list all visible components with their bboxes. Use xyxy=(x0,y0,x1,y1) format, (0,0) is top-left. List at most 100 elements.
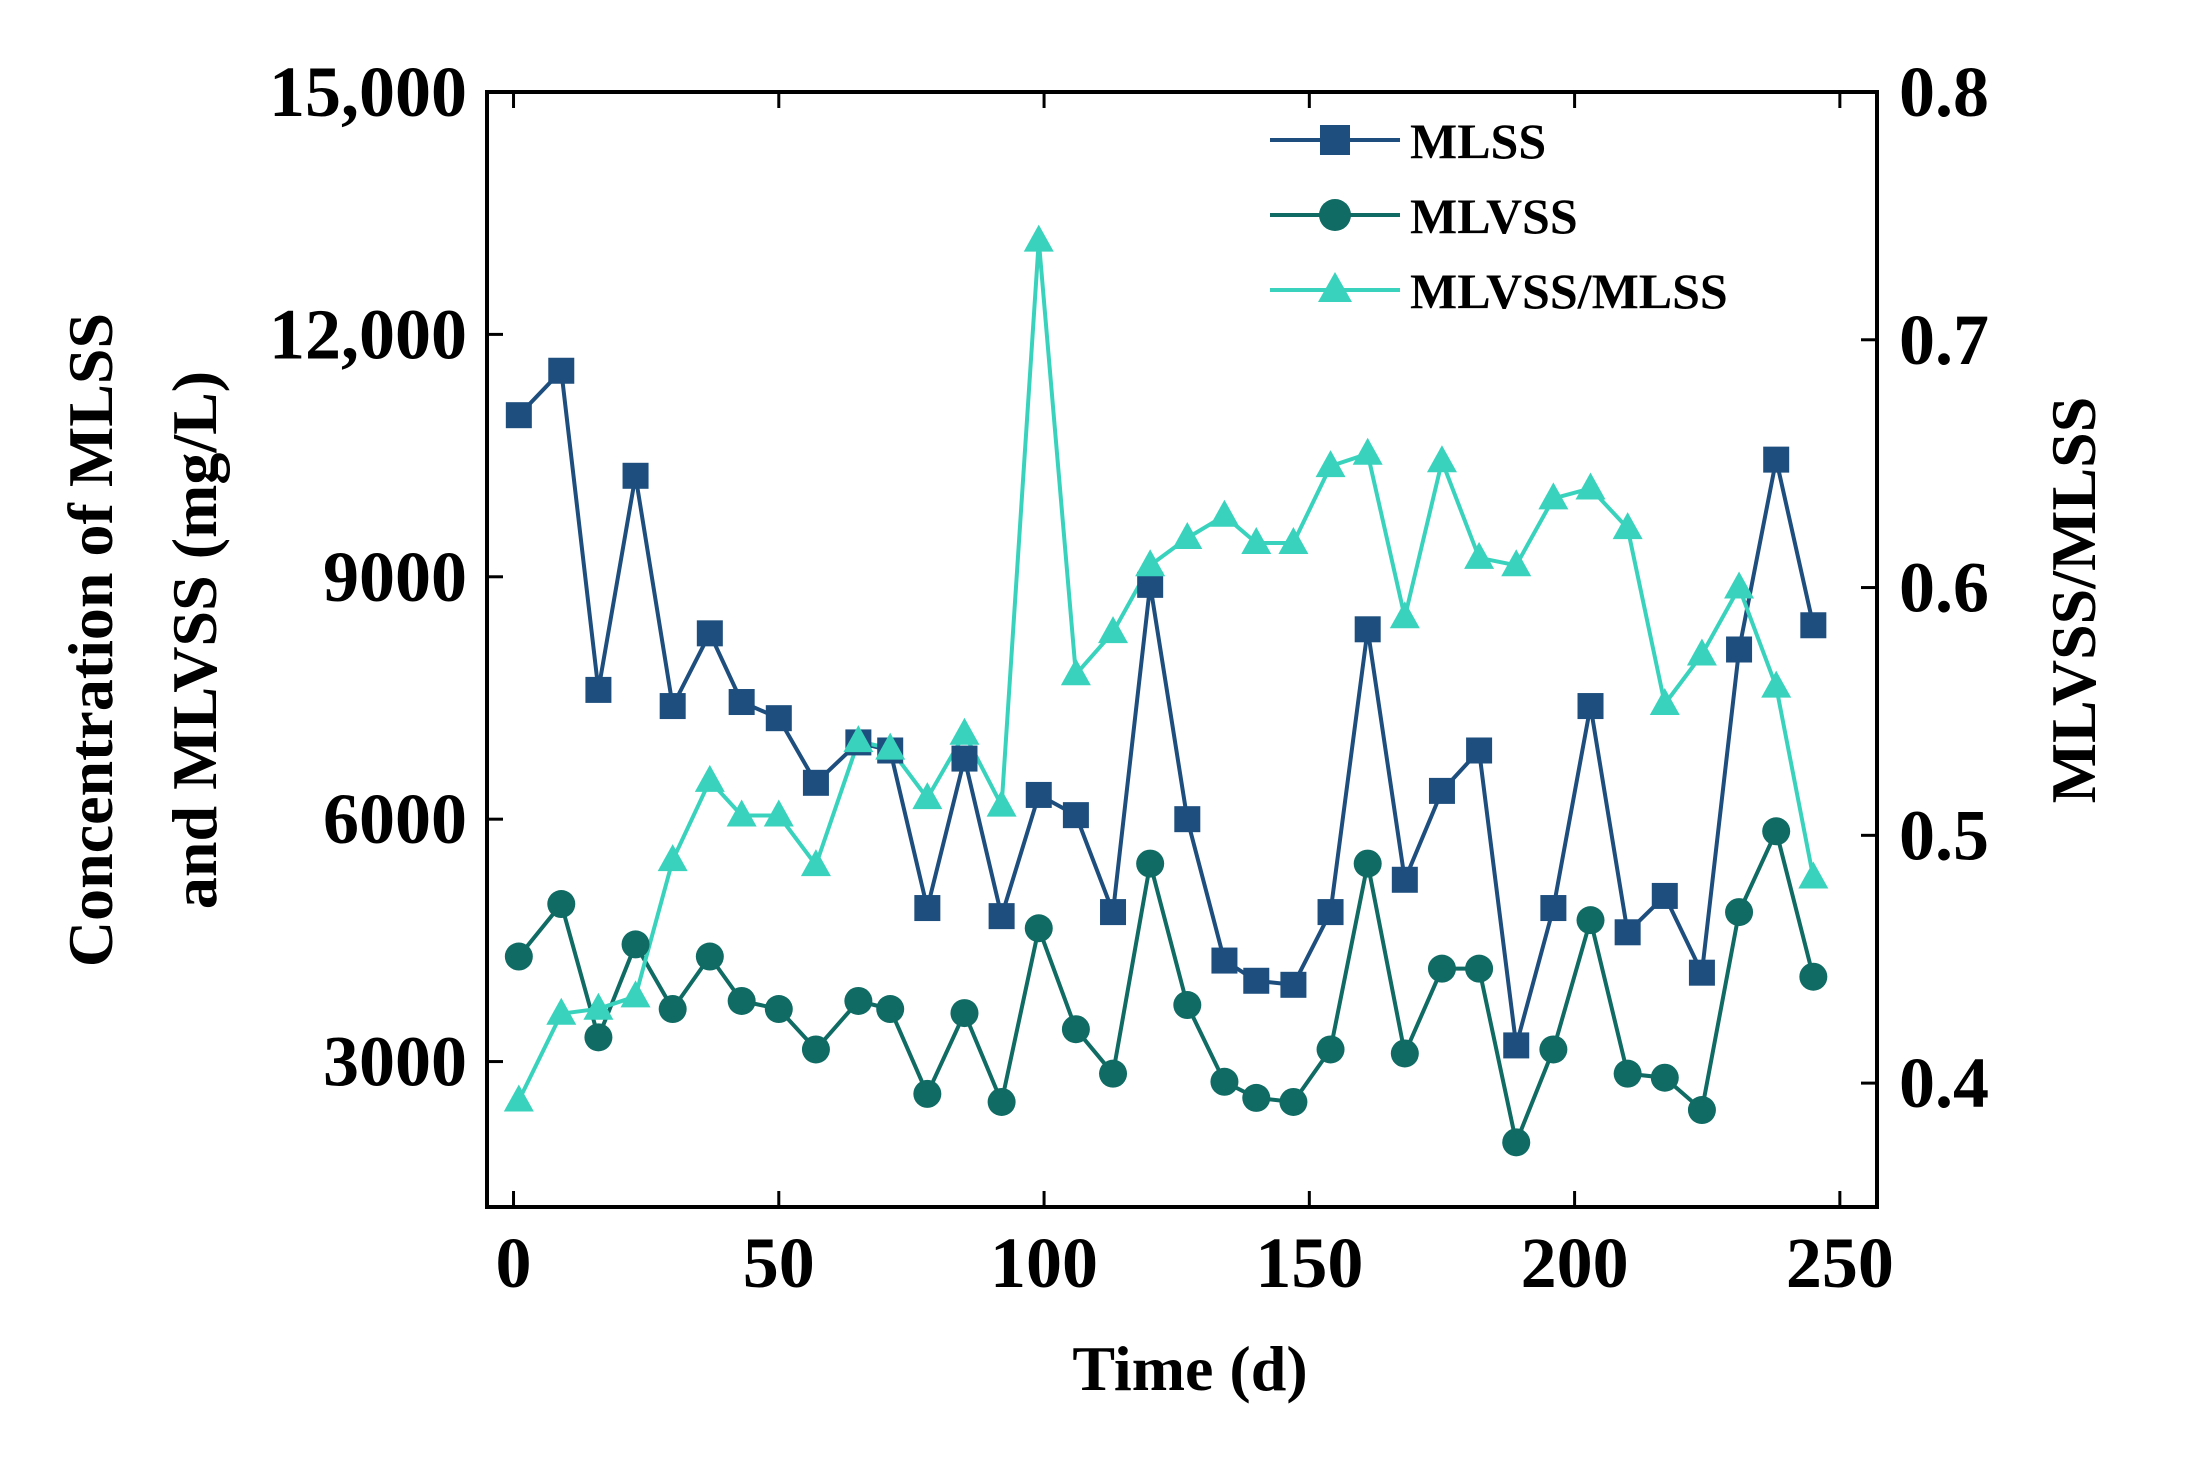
data-point-ratio xyxy=(657,844,688,872)
data-point-mlvss xyxy=(801,1035,830,1064)
series-markers xyxy=(503,224,1829,1157)
data-point-mlvss xyxy=(1099,1059,1128,1088)
x-tick-label: 200 xyxy=(1521,1223,1629,1303)
legend-item-mlvss-mlss: MLVSS/MLSS xyxy=(1270,263,1728,319)
data-point-ratio xyxy=(986,789,1017,817)
data-point-ratio xyxy=(503,1084,534,1112)
data-point-mlss xyxy=(1391,866,1418,893)
data-point-mlss xyxy=(622,462,649,489)
data-point-ratio xyxy=(1278,526,1309,554)
data-point-mlvss xyxy=(1687,1096,1716,1125)
data-point-mlss xyxy=(1354,616,1381,643)
data-point-mlss xyxy=(728,689,755,716)
data-point-ratio xyxy=(583,992,614,1020)
data-point-ratio xyxy=(1241,526,1272,554)
data-point-ratio xyxy=(912,782,943,810)
data-point-mlss xyxy=(1211,947,1238,974)
data-point-ratio xyxy=(620,980,651,1008)
y2-tick-label: 0.4 xyxy=(1899,1043,1989,1123)
data-point-mlss xyxy=(696,620,723,647)
data-point-mlvss xyxy=(621,930,650,959)
data-point-mlvss xyxy=(764,995,793,1024)
data-point-mlvss xyxy=(1024,914,1053,943)
data-point-mlss xyxy=(1062,802,1089,829)
data-point-ratio xyxy=(694,764,725,792)
data-point-mlss xyxy=(548,357,575,384)
data-point-mlvss xyxy=(1725,898,1754,927)
series-line-2 xyxy=(517,238,1816,1102)
y-axis-title-line-2: and MLVSS (mg/L) xyxy=(159,371,230,909)
data-point-mlss xyxy=(1317,899,1344,926)
data-point-ratio xyxy=(1389,601,1420,629)
data-point-mlss xyxy=(1651,882,1678,909)
x-tick-label: 100 xyxy=(990,1223,1098,1303)
data-point-ratio xyxy=(1098,616,1129,644)
data-point-ratio xyxy=(1172,522,1203,549)
data-point-ratio xyxy=(1315,450,1346,478)
data-point-ratio xyxy=(1352,437,1383,465)
data-point-ratio xyxy=(1538,482,1569,510)
data-point-mlvss xyxy=(1210,1067,1239,1096)
data-point-ratio xyxy=(843,725,874,753)
data-point-mlvss xyxy=(950,999,979,1028)
data-point-mlvss xyxy=(504,942,533,971)
data-point-mlvss xyxy=(658,995,687,1024)
x-tick-label: 50 xyxy=(743,1223,815,1303)
data-point-ratio xyxy=(1798,861,1829,889)
data-point-ratio xyxy=(763,799,794,827)
data-point-mlss xyxy=(1763,446,1790,473)
data-point-mlvss xyxy=(1799,962,1828,991)
data-point-mlvss xyxy=(1353,849,1382,878)
data-point-mlss xyxy=(1466,737,1493,764)
data-point-mlvss xyxy=(695,942,724,971)
data-point-mlss xyxy=(585,676,612,703)
data-point-mlss xyxy=(988,903,1015,930)
data-point-mlss xyxy=(1688,959,1715,986)
data-point-mlss xyxy=(1174,806,1201,833)
data-point-ratio xyxy=(1023,224,1054,252)
legend-item-mlss: MLSS xyxy=(1270,113,1546,169)
data-point-mlvss xyxy=(1242,1083,1271,1112)
y-tick-label: 12,000 xyxy=(269,294,467,374)
data-point-ratio xyxy=(1209,499,1240,527)
series-lines xyxy=(517,238,1816,1145)
data-point-mlss xyxy=(914,895,941,922)
data-point-mlss xyxy=(802,769,829,796)
data-point-mlss xyxy=(1243,967,1270,994)
legend-label-mlvss-mlss: MLVSS/MLSS xyxy=(1410,263,1728,319)
data-point-mlss xyxy=(765,705,792,732)
data-point-mlvss xyxy=(1136,849,1165,878)
data-point-ratio xyxy=(1060,658,1091,686)
data-point-ratio xyxy=(1135,549,1166,577)
data-point-mlvss xyxy=(1390,1039,1419,1068)
y2-tick-label: 0.8 xyxy=(1899,52,1989,132)
data-point-mlvss xyxy=(913,1079,942,1108)
data-point-mlss xyxy=(1614,919,1641,946)
data-point-mlvss xyxy=(987,1087,1016,1116)
plot-border xyxy=(485,90,1879,1209)
plot-frame xyxy=(485,90,1879,1209)
data-point-mlvss xyxy=(1279,1087,1308,1116)
data-point-mlss xyxy=(1800,612,1827,639)
data-point-ratio xyxy=(1724,571,1755,599)
data-point-mlvss xyxy=(1173,991,1202,1020)
data-point-mlvss xyxy=(1539,1035,1568,1064)
data-point-mlss xyxy=(659,693,686,720)
y2-tick-label: 0.6 xyxy=(1899,548,1989,628)
y-tick-label: 9000 xyxy=(323,537,467,617)
data-point-ratio xyxy=(1464,541,1495,569)
legend: MLSS MLVSS MLVSS/MLSS xyxy=(1270,113,1728,319)
data-point-mlss xyxy=(1577,693,1604,720)
data-point-mlvss xyxy=(1613,1059,1642,1088)
data-point-ratio xyxy=(949,717,980,745)
data-point-ratio xyxy=(1575,472,1606,500)
y-tick-label: 3000 xyxy=(323,1022,467,1102)
y2-tick-label: 0.7 xyxy=(1899,300,1989,380)
data-point-mlvss xyxy=(876,995,905,1024)
data-point-mlvss xyxy=(727,986,756,1015)
data-point-mlss xyxy=(951,745,978,772)
data-point-ratio xyxy=(800,849,831,877)
data-point-ratio xyxy=(1761,670,1792,698)
y2-axis-title: MLVSS/MLSS xyxy=(2038,397,2109,804)
y-tick-label: 15,000 xyxy=(269,52,467,132)
